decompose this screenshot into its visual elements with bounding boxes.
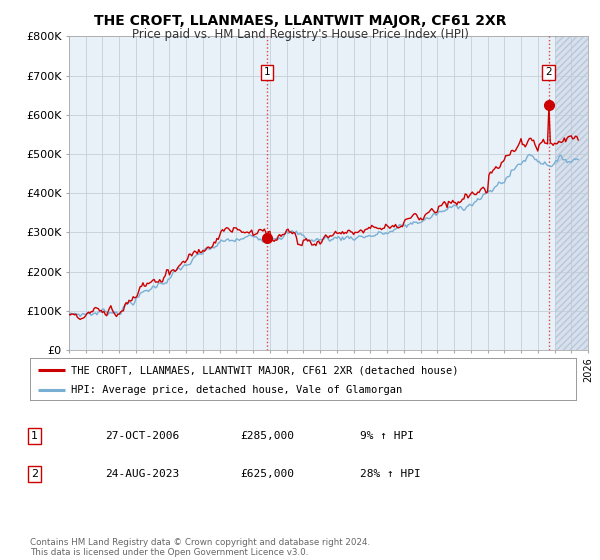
Text: THE CROFT, LLANMAES, LLANTWIT MAJOR, CF61 2XR: THE CROFT, LLANMAES, LLANTWIT MAJOR, CF6… — [94, 14, 506, 28]
Text: 27-OCT-2006: 27-OCT-2006 — [105, 431, 179, 441]
Text: 2: 2 — [31, 469, 38, 479]
Text: 28% ↑ HPI: 28% ↑ HPI — [360, 469, 421, 479]
Text: 1: 1 — [31, 431, 38, 441]
Text: £285,000: £285,000 — [240, 431, 294, 441]
Text: 24-AUG-2023: 24-AUG-2023 — [105, 469, 179, 479]
Text: Contains HM Land Registry data © Crown copyright and database right 2024.
This d: Contains HM Land Registry data © Crown c… — [30, 538, 370, 557]
Text: 2: 2 — [545, 67, 552, 77]
Text: 9% ↑ HPI: 9% ↑ HPI — [360, 431, 414, 441]
Text: THE CROFT, LLANMAES, LLANTWIT MAJOR, CF61 2XR (detached house): THE CROFT, LLANMAES, LLANTWIT MAJOR, CF6… — [71, 365, 458, 375]
Text: Price paid vs. HM Land Registry's House Price Index (HPI): Price paid vs. HM Land Registry's House … — [131, 28, 469, 41]
Text: 1: 1 — [263, 67, 270, 77]
Text: £625,000: £625,000 — [240, 469, 294, 479]
Text: HPI: Average price, detached house, Vale of Glamorgan: HPI: Average price, detached house, Vale… — [71, 385, 402, 395]
Bar — [554, 36, 588, 350]
